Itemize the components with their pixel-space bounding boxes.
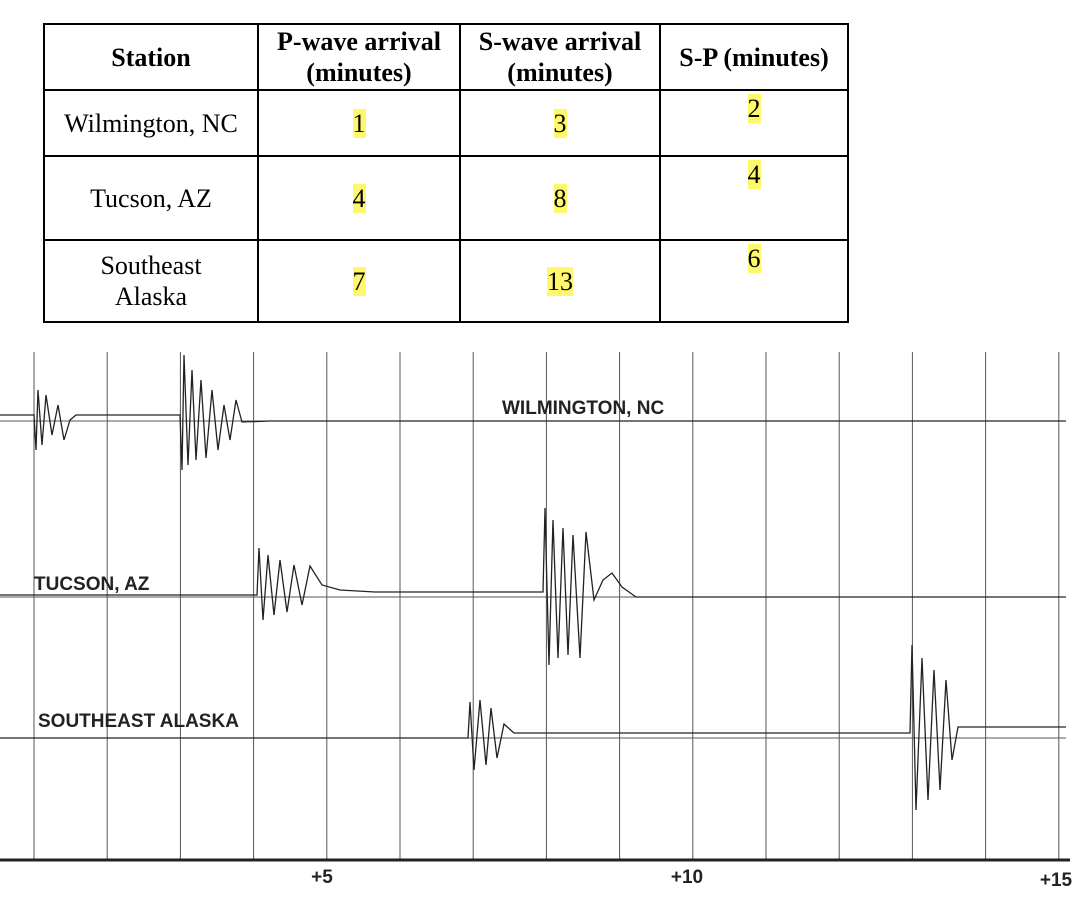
station-cell: Southeast Alaska [43, 239, 259, 323]
station-label: WILMINGTON, NC [502, 398, 664, 419]
header-cell: S-P (minutes) [659, 23, 849, 91]
value-cell: 1 [352, 108, 366, 138]
header-cell: Station [43, 23, 259, 91]
value-cell: 4 [352, 183, 366, 213]
trace [0, 354, 1066, 471]
value-cell: 7 [352, 266, 366, 296]
axis-label: +10 [671, 867, 703, 888]
station-cell: Tucson, AZ [43, 155, 259, 241]
value-cell: 4 [747, 160, 761, 189]
arrival-table: Station P-wave arrival (minutes) S-wave … [43, 23, 849, 323]
grid [0, 352, 1066, 860]
trace [0, 507, 1066, 666]
value-cell: 13 [547, 266, 573, 296]
station-label: SOUTHEAST ALASKA [38, 711, 239, 732]
seismogram: WILMINGTON, NC TUCSON, AZ SOUTHEAST ALAS… [0, 352, 1073, 891]
station-label: TUCSON, AZ [34, 574, 150, 595]
trace [0, 644, 1066, 811]
value-cell: 2 [747, 94, 761, 123]
header-cell: P-wave arrival (minutes) [257, 23, 461, 91]
station-cell: Wilmington, NC [43, 89, 259, 157]
value-cell: 6 [747, 244, 761, 273]
axis-label: +5 [311, 867, 333, 888]
header-cell: S-wave arrival (minutes) [459, 23, 661, 91]
value-cell: 8 [553, 183, 567, 213]
value-cell: 3 [553, 108, 567, 138]
axis-label: +15 [1040, 870, 1073, 891]
